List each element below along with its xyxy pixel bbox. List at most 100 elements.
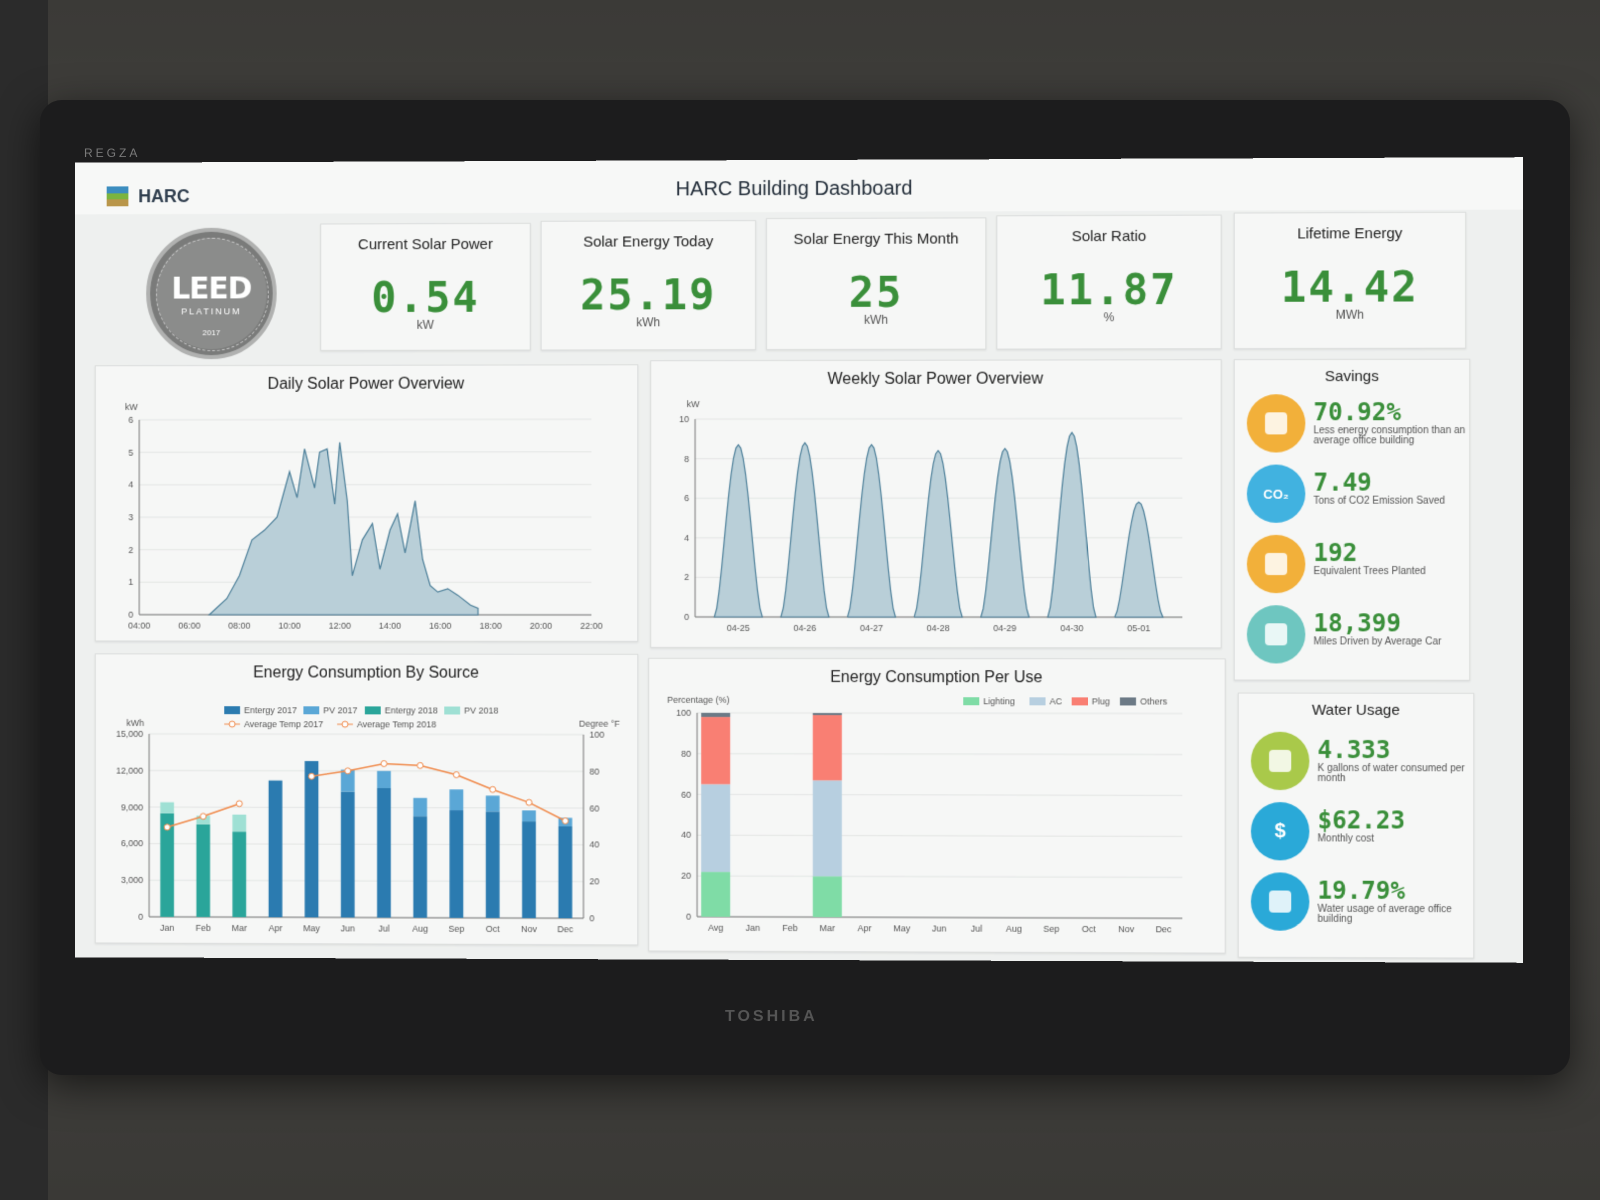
savings-value: 192 bbox=[1313, 539, 1357, 567]
top-bar: HARC HARC Building Dashboard bbox=[75, 157, 1523, 214]
kpi-current-solar-power: Current Solar Power 0.54 kW bbox=[320, 223, 530, 351]
weekly-day-area bbox=[914, 451, 962, 618]
savings-item: CO₂ 7.49 Tons of CO2 Emission Saved bbox=[1247, 464, 1473, 526]
x-tick-label: Feb bbox=[196, 923, 211, 933]
x-tick-label: Mar bbox=[820, 923, 835, 933]
weekly-day-area bbox=[848, 445, 896, 617]
y2-tick-label: 60 bbox=[589, 803, 599, 813]
legend-marker bbox=[229, 721, 235, 727]
temp-point bbox=[309, 773, 315, 779]
temp-point bbox=[526, 799, 532, 805]
legend-label: Entergy 2018 bbox=[385, 705, 438, 715]
legend-label: Plug bbox=[1092, 696, 1110, 706]
y-axis-label: kW bbox=[125, 402, 138, 412]
kpi-unit: MWh bbox=[1235, 307, 1465, 322]
bar-segment bbox=[341, 792, 355, 918]
temp-point bbox=[345, 768, 351, 774]
gridline bbox=[697, 876, 1182, 877]
x-tick-label: 04-30 bbox=[1060, 623, 1083, 633]
icon-shape bbox=[1265, 623, 1287, 645]
x-tick-label: 16:00 bbox=[429, 621, 451, 631]
bar-segment bbox=[413, 816, 427, 917]
legend-label: Average Temp 2017 bbox=[244, 719, 323, 729]
x-tick-label: 04-25 bbox=[727, 623, 750, 633]
x-tick-label: Dec bbox=[557, 924, 573, 934]
weekly-chart-card: Weekly Solar Power Overview kW 0 2 4 6 8 10 04-… bbox=[650, 359, 1221, 648]
savings-item: 70.92% Less energy consumption than an av… bbox=[1247, 394, 1473, 457]
y-axis-label: Percentage (%) bbox=[667, 695, 729, 705]
peruse-chart-card: Energy Consumption Per Use Percentage (%… bbox=[648, 658, 1225, 954]
x-tick-label: 04-26 bbox=[793, 623, 816, 633]
y-tick-label: 6,000 bbox=[121, 839, 143, 849]
daily-chart-title: Daily Solar Power Overview bbox=[96, 375, 637, 394]
x-tick-label: May bbox=[303, 923, 320, 933]
y-axis-label: kWh bbox=[126, 718, 144, 728]
temp-point bbox=[453, 772, 459, 778]
y-tick-label: 12,000 bbox=[116, 765, 143, 775]
page-title: HARC Building Dashboard bbox=[75, 175, 1523, 203]
temp-point bbox=[417, 763, 423, 769]
temp-point bbox=[164, 824, 170, 830]
bar-segment bbox=[305, 761, 319, 917]
y-tick-label: 0 bbox=[128, 610, 133, 620]
x-tick-label: Sep bbox=[448, 924, 464, 934]
x-tick-label: Jul bbox=[378, 924, 389, 934]
bar-segment bbox=[413, 798, 427, 816]
savings-item: 192 Equivalent Trees Planted bbox=[1247, 535, 1473, 597]
x-tick-label: Oct bbox=[486, 924, 500, 934]
x-tick-label: 20:00 bbox=[530, 621, 552, 631]
legend-swatch bbox=[365, 706, 381, 714]
legend-label: Others bbox=[1140, 696, 1168, 706]
water-item: $ $62.23 Monthly cost bbox=[1251, 802, 1477, 865]
x-tick-label: Jun bbox=[932, 923, 947, 933]
savings-item: 18,399 Miles Driven by Average Car bbox=[1247, 605, 1473, 667]
savings-desc: Miles Driven by Average Car bbox=[1313, 637, 1475, 647]
water-card: Water Usage 4.333 K gallons of water cons… bbox=[1238, 693, 1474, 959]
bar-segment bbox=[232, 832, 246, 917]
dollar-icon: $ bbox=[1251, 802, 1310, 860]
y-axis-label: kW bbox=[687, 399, 700, 409]
savings-value: 70.92% bbox=[1313, 398, 1401, 426]
y2-tick-label: 20 bbox=[589, 877, 599, 887]
y-tick-label: 1 bbox=[128, 577, 133, 587]
temp-point bbox=[200, 813, 206, 819]
y-tick-label: 15,000 bbox=[116, 729, 143, 739]
kpi-title: Solar Energy Today bbox=[542, 233, 755, 251]
icon-shape bbox=[1269, 890, 1291, 912]
gridline bbox=[697, 713, 1182, 714]
x-tick-label: Sep bbox=[1043, 924, 1059, 934]
legend-label: AC bbox=[1050, 696, 1063, 706]
gridline bbox=[149, 807, 583, 808]
faucet-icon bbox=[1251, 732, 1310, 790]
y-tick-label: 4 bbox=[128, 480, 133, 490]
x-tick-label: 12:00 bbox=[329, 621, 351, 631]
y2-axis-label: Degree °F bbox=[579, 719, 620, 729]
y-tick-label: 0 bbox=[138, 912, 143, 922]
bar-segment bbox=[450, 789, 464, 810]
water-hands-icon bbox=[1251, 872, 1310, 930]
daily-power-area bbox=[209, 442, 478, 615]
peruse-chart-title: Energy Consumption Per Use bbox=[649, 669, 1224, 688]
water-desc: Water usage of average office building bbox=[1317, 905, 1479, 926]
weekly-day-area bbox=[714, 445, 762, 617]
y-tick-label: 3 bbox=[128, 512, 133, 522]
y-tick-label: 2 bbox=[128, 545, 133, 555]
kpi-solar-energy-month: Solar Energy This Month 25 kWh bbox=[766, 217, 986, 350]
temp-point bbox=[490, 787, 496, 793]
bar-segment bbox=[486, 796, 500, 812]
y2-tick-label: 80 bbox=[589, 766, 599, 776]
car-icon bbox=[1247, 605, 1306, 663]
x-tick-label: 08:00 bbox=[228, 621, 250, 631]
kpi-title: Solar Ratio bbox=[997, 228, 1220, 246]
bar-segment bbox=[813, 876, 842, 917]
legend-swatch bbox=[444, 707, 460, 715]
gridline bbox=[697, 794, 1182, 795]
bar-segment bbox=[196, 824, 210, 917]
water-title: Water Usage bbox=[1239, 702, 1473, 719]
y-tick-label: 0 bbox=[684, 612, 689, 622]
x-tick-label: 05-01 bbox=[1127, 623, 1150, 633]
x-tick-label: Avg bbox=[708, 923, 723, 933]
x-tick-label: 10:00 bbox=[278, 621, 300, 631]
bar-segment bbox=[450, 810, 464, 918]
bysource-chart-card: Energy Consumption By Source kWh Degree °… bbox=[95, 653, 638, 945]
